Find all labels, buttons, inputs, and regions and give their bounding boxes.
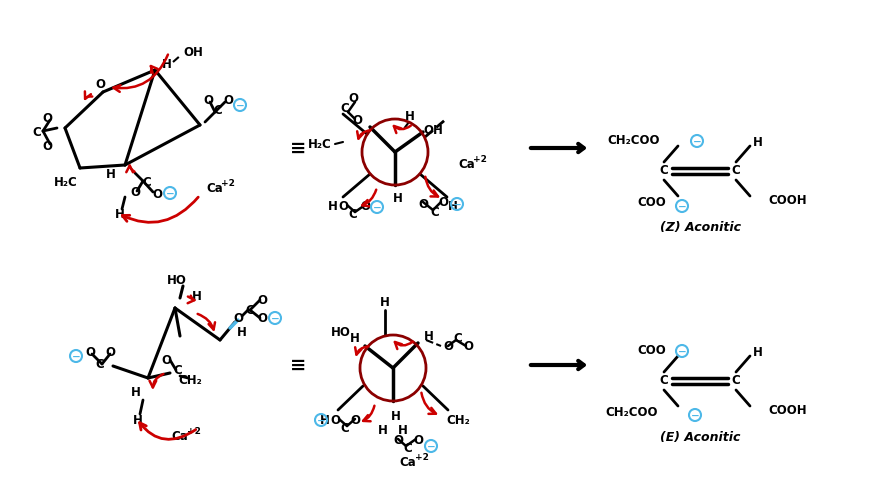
Text: H₂C: H₂C (54, 175, 78, 188)
Text: O: O (223, 94, 233, 106)
Text: COO: COO (637, 345, 666, 357)
Text: O: O (95, 78, 105, 91)
Text: H: H (380, 296, 390, 309)
Text: C: C (659, 164, 668, 177)
Text: O: O (203, 94, 213, 106)
Text: C: C (340, 421, 349, 434)
Text: O: O (350, 413, 360, 426)
Text: O: O (130, 186, 140, 200)
Text: −: − (72, 351, 81, 361)
Text: −: − (691, 410, 700, 420)
Text: H: H (350, 332, 360, 345)
Text: C: C (213, 103, 222, 116)
Text: H: H (424, 330, 434, 343)
Text: O: O (360, 201, 370, 214)
Text: O: O (257, 311, 267, 325)
Text: CH₂COO: CH₂COO (607, 135, 660, 148)
Text: H: H (753, 347, 762, 359)
Text: H: H (192, 289, 202, 302)
Text: COOH: COOH (768, 404, 806, 416)
Text: −: − (236, 100, 245, 110)
Text: H: H (237, 326, 247, 339)
Text: H: H (134, 413, 143, 426)
Text: C: C (431, 206, 439, 219)
Text: O: O (463, 340, 473, 352)
Text: C: C (659, 374, 668, 388)
Text: −: − (452, 200, 461, 210)
Text: −: − (166, 188, 175, 199)
Text: H: H (328, 201, 338, 214)
Text: ≡: ≡ (289, 139, 306, 157)
Text: Ca: Ca (400, 457, 417, 470)
Text: C: C (732, 164, 740, 177)
Text: CH₂: CH₂ (178, 373, 202, 387)
Text: HO: HO (331, 327, 351, 340)
Text: H: H (162, 58, 172, 72)
Text: C: C (174, 363, 183, 376)
Text: −: − (271, 313, 280, 324)
Text: −: − (316, 415, 325, 425)
Text: (Z) Aconitic: (Z) Aconitic (659, 221, 740, 234)
Text: Ca: Ca (172, 429, 188, 443)
Text: ≡: ≡ (289, 355, 306, 374)
Text: H: H (378, 423, 388, 436)
Text: H: H (320, 413, 330, 426)
Text: −: − (677, 202, 686, 212)
Text: OH: OH (183, 45, 202, 58)
Text: O: O (161, 353, 171, 366)
Text: C: C (349, 208, 358, 221)
Text: O: O (42, 111, 52, 124)
Text: O: O (233, 311, 243, 325)
Text: O: O (330, 413, 340, 426)
Text: O: O (418, 198, 428, 211)
Text: O: O (348, 93, 358, 105)
Text: O: O (443, 340, 453, 352)
Text: −: − (373, 203, 382, 213)
Text: C: C (32, 127, 41, 140)
Text: O: O (42, 140, 52, 153)
Text: H: H (405, 110, 415, 123)
Text: Ca: Ca (207, 181, 223, 195)
Text: H: H (393, 192, 403, 205)
Text: O: O (352, 113, 362, 127)
Text: C: C (142, 176, 151, 190)
Text: +2: +2 (473, 155, 487, 163)
Text: HO: HO (167, 274, 187, 286)
Text: H: H (448, 201, 458, 214)
Text: −: − (677, 347, 686, 356)
Text: COOH: COOH (768, 194, 806, 207)
Text: C: C (246, 303, 254, 317)
Text: H: H (106, 168, 116, 181)
Text: CH₂: CH₂ (446, 413, 470, 426)
Text: H: H (753, 137, 762, 150)
Text: O: O (152, 188, 162, 202)
Text: CH₂COO: CH₂COO (606, 407, 658, 419)
Text: H: H (398, 423, 408, 436)
Text: O: O (393, 433, 403, 447)
Text: −: − (426, 442, 435, 452)
Text: OH: OH (423, 123, 443, 137)
Text: O: O (438, 196, 448, 209)
Text: O: O (85, 346, 95, 358)
Text: H: H (391, 409, 401, 422)
Text: −: − (693, 137, 702, 147)
Text: H₂C: H₂C (308, 138, 332, 151)
Text: COO: COO (637, 197, 666, 210)
Text: +2: +2 (221, 178, 235, 187)
Text: +2: +2 (187, 426, 201, 435)
Text: H: H (131, 387, 141, 400)
Text: O: O (413, 433, 423, 447)
Text: C: C (403, 442, 412, 455)
Text: C: C (732, 374, 740, 388)
Text: Ca: Ca (459, 157, 476, 170)
Text: O: O (338, 201, 348, 214)
Text: C: C (96, 357, 104, 370)
Text: +2: +2 (415, 454, 429, 463)
Text: O: O (105, 346, 115, 358)
Text: O: O (257, 293, 267, 306)
Text: H: H (115, 209, 125, 221)
Text: (E) Aconitic: (E) Aconitic (659, 431, 740, 445)
Text: C: C (453, 332, 462, 345)
Text: C: C (340, 102, 349, 115)
